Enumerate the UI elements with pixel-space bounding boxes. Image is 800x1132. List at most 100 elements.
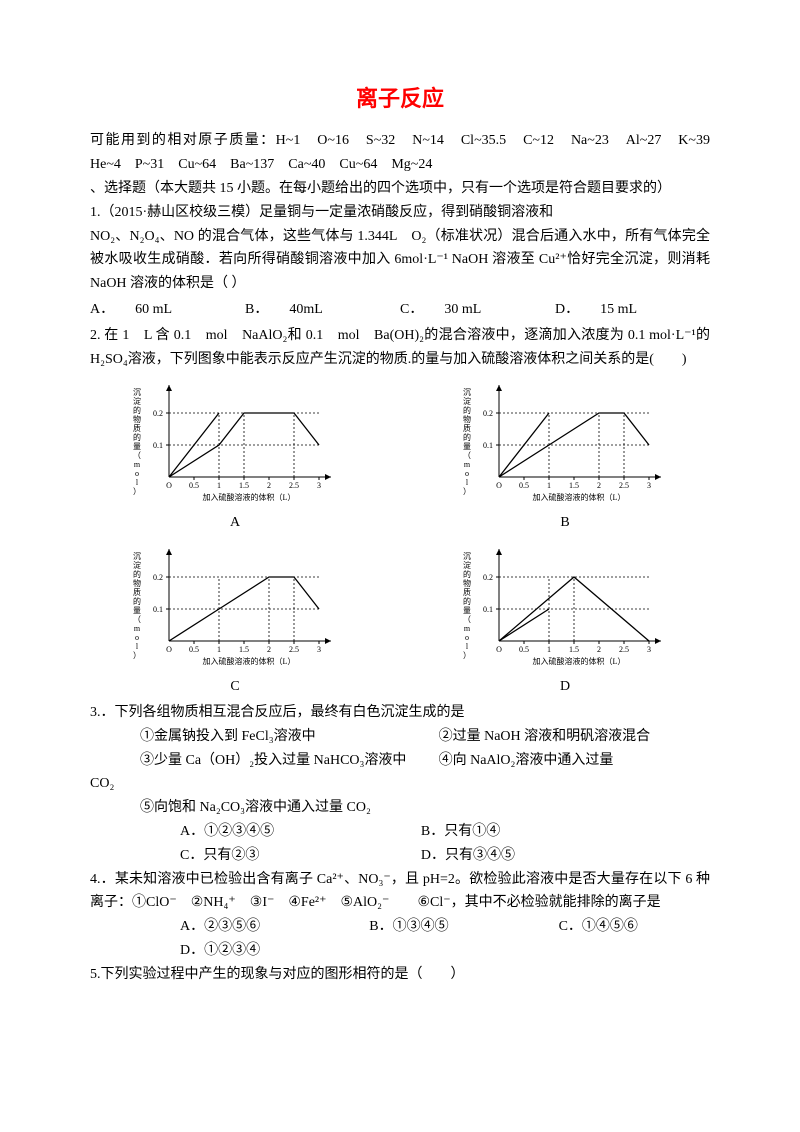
chart-A-block: O0.511.522.53加入硫酸溶液的体积（L）0.10.2沉淀的物质的量（m… [90,377,380,535]
svg-text:加入硫酸溶液的体积（L）: 加入硫酸溶液的体积（L） [203,656,296,666]
svg-text:质: 质 [463,587,471,597]
chart-C-block: O0.511.522.53加入硫酸溶液的体积（L）0.10.2沉淀的物质的量（m… [90,541,380,699]
page-title: 离子反应 [90,80,710,117]
svg-text:量: 量 [463,442,471,451]
svg-text:）: ） [463,651,471,660]
svg-text:物: 物 [133,578,141,588]
q4-optA: A．②③⑤⑥ [180,915,369,939]
worksheet-page: 离子反应 可能用到的相对原子质量：H~1 O~16 S~32 N~14 Cl~3… [0,0,800,1027]
svg-text:0.1: 0.1 [153,441,163,450]
svg-text:0.5: 0.5 [519,481,529,490]
svg-text:的: 的 [133,569,141,579]
q1-opt-b: B． 40mL [245,298,400,322]
svg-text:O: O [166,481,172,490]
svg-text:0.2: 0.2 [483,409,493,418]
q3-optA: A．①②③④⑤ [180,820,421,844]
svg-text:0.1: 0.1 [483,605,493,614]
q3-choices-row1: ①金属钠投入到 FeCl₃溶液中 ②过量 NaOH 溶液和明矾溶液混合 [90,725,710,749]
q1-line2: NO₂、N₂O₄、NO 的混合气体，这些气体与 1.344L O₂（标准状况）混… [90,225,710,296]
svg-text:1.5: 1.5 [239,645,249,654]
svg-text:0.1: 0.1 [153,605,163,614]
q3-choices-row2: ③少量 Ca（OH）₂投入过量 NaHCO₃溶液中 ④向 NaAlO₂溶液中通入… [90,749,710,773]
svg-text:1.5: 1.5 [239,481,249,490]
svg-text:）: ） [133,487,141,496]
svg-text:质: 质 [133,587,141,597]
svg-text:o: o [135,633,139,642]
svg-text:0.1: 0.1 [483,441,493,450]
svg-text:o: o [465,469,469,478]
chart-A-label: A [230,511,240,535]
q1-opt-c: C． 30 mL [400,298,555,322]
q1-line1: 1.（2015·赫山区校级三模）足量铜与一定量浓硝酸反应，得到硝酸铜溶液和 [90,201,710,225]
svg-text:1: 1 [217,481,221,490]
q3-choice3: ③少量 Ca（OH）₂投入过量 NaHCO₃溶液中 [140,749,439,773]
section-heading: 、选择题（本大题共 15 小题。在每小题给出的四个选项中，只有一个选项是符合题目… [90,177,710,201]
q3-optC: C．只有②③ [180,844,421,868]
svg-text:2.5: 2.5 [289,645,299,654]
q3-line1: 3.．下列各组物质相互混合反应后，最终有白色沉淀生成的是 [90,701,710,725]
svg-text:2: 2 [597,645,601,654]
svg-text:的: 的 [463,405,471,415]
chart-D-label: D [560,675,570,699]
q4-opts-row1: A．②③⑤⑥ B．①③④⑤ C．①④⑤⑥ [90,915,710,939]
svg-text:淀: 淀 [133,396,141,406]
q1-opt-d: D． 15 mL [555,298,710,322]
svg-text:加入硫酸溶液的体积（L）: 加入硫酸溶液的体积（L） [533,656,626,666]
svg-text:l: l [136,642,139,651]
svg-text:l: l [136,478,139,487]
svg-text:的: 的 [463,432,471,442]
svg-text:1.5: 1.5 [569,481,579,490]
svg-text:加入硫酸溶液的体积（L）: 加入硫酸溶液的体积（L） [533,492,626,502]
svg-text:（: （ [463,615,471,624]
svg-text:量: 量 [463,606,471,615]
svg-text:（: （ [463,451,471,460]
svg-text:3: 3 [317,481,321,490]
chart-B-block: O0.511.522.53加入硫酸溶液的体积（L）0.10.2沉淀的物质的量（m… [420,377,710,535]
chart-C-label: C [230,675,239,699]
svg-text:o: o [465,633,469,642]
svg-text:o: o [135,469,139,478]
svg-text:2.5: 2.5 [619,645,629,654]
svg-text:物: 物 [133,414,141,424]
svg-text:m: m [464,460,471,469]
svg-text:0.2: 0.2 [153,409,163,418]
q3-opts-row2: C．只有②③ D．只有③④⑤ [90,844,710,868]
svg-text:加入硫酸溶液的体积（L）: 加入硫酸溶液的体积（L） [203,492,296,502]
svg-text:l: l [466,478,469,487]
q3-choice5: ⑤向饱和 Na₂CO₃溶液中通入过量 CO₂ [140,796,710,820]
svg-text:）: ） [463,487,471,496]
q1-options: A． 60 mL B． 40mL C． 30 mL D． 15 mL [90,298,710,322]
svg-text:1: 1 [547,481,551,490]
svg-text:1: 1 [217,645,221,654]
q3-optD: D．只有③④⑤ [421,844,710,868]
svg-text:淀: 淀 [463,560,471,570]
svg-text:（: （ [133,615,141,624]
svg-text:沉: 沉 [463,388,471,397]
chart-D-block: O0.511.522.53加入硫酸溶液的体积（L）0.10.2沉淀的物质的量（m… [420,541,710,699]
svg-text:2.5: 2.5 [289,481,299,490]
svg-text:m: m [134,460,141,469]
svg-text:O: O [496,645,502,654]
svg-text:O: O [496,481,502,490]
chart-B-label: B [560,511,569,535]
q3-co2: CO₂ [90,772,710,796]
q3-choice4: ④向 NaAlO₂溶液中通入过量 [439,749,710,773]
svg-text:量: 量 [133,442,141,451]
svg-text:的: 的 [133,596,141,606]
q2-line1: 2. 在 1 L 含 0.1 mol NaAlO₂和 0.1 mol Ba(OH… [90,324,710,372]
svg-text:0.2: 0.2 [483,573,493,582]
svg-text:1.5: 1.5 [569,645,579,654]
svg-text:质: 质 [463,423,471,433]
q4-optC: C．①④⑤⑥ [559,915,710,939]
chart-D: O0.511.522.53加入硫酸溶液的体积（L）0.10.2沉淀的物质的量（m… [455,541,675,671]
svg-text:O: O [166,645,172,654]
svg-text:的: 的 [133,405,141,415]
svg-text:）: ） [133,651,141,660]
svg-text:沉: 沉 [463,552,471,561]
q4-optD: D．①②③④ [180,939,710,963]
q3-optB: B．只有①④ [421,820,710,844]
svg-text:物: 物 [463,578,471,588]
svg-text:2.5: 2.5 [619,481,629,490]
svg-text:3: 3 [317,645,321,654]
svg-text:m: m [464,624,471,633]
